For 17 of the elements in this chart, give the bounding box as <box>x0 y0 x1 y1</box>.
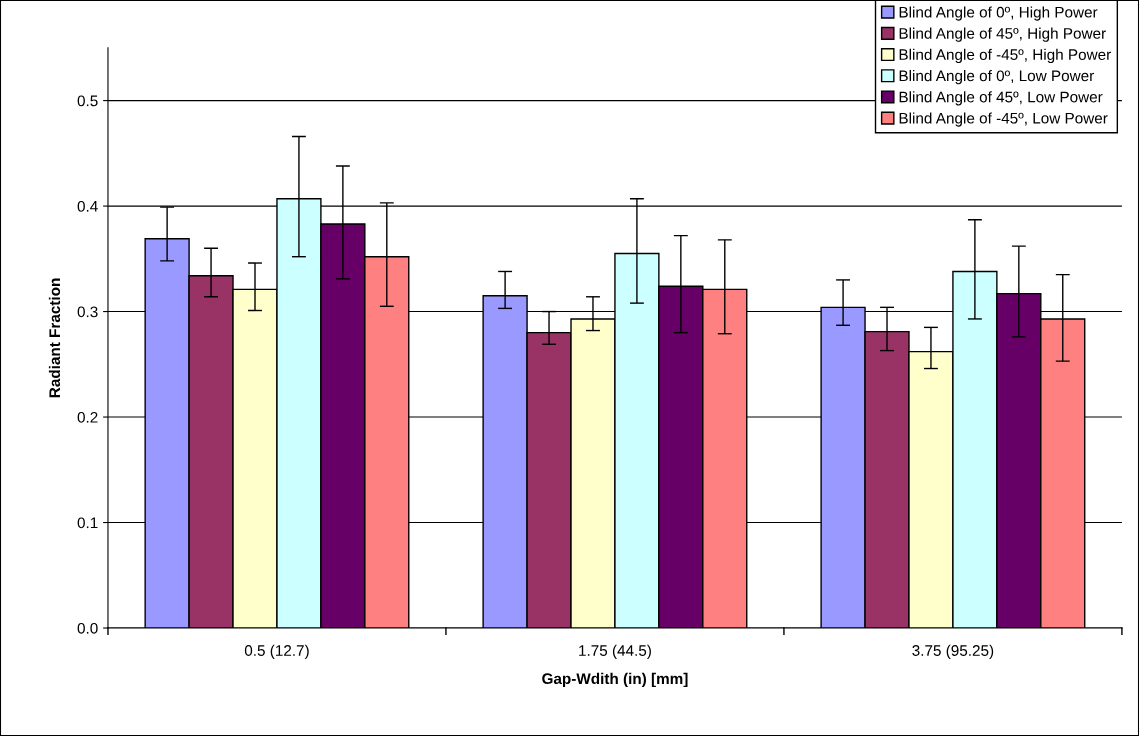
y-tick-label: 0.0 <box>77 622 98 634</box>
y-tick-label: 0.5 <box>77 95 98 107</box>
y-tick-label: 0.3 <box>77 306 98 318</box>
x-tick-label: 1.75 (44.5) <box>579 644 651 659</box>
y-tick-label: 0.2 <box>77 411 98 423</box>
y-tick-label: 0.1 <box>77 517 98 529</box>
legend-label: Blind Angle of 45º, Low Power <box>899 91 1103 106</box>
legend-label: Blind Angle of 0º, High Power <box>899 6 1098 21</box>
legend-label: Blind Angle of -45º, High Power <box>899 48 1111 64</box>
legend-label: Blind Angle of 45º, High Power <box>899 27 1106 42</box>
y-axis-title: Radiant Fraction <box>48 278 61 398</box>
legend-label: Blind Angle of -45º, Low Power <box>899 112 1108 127</box>
legend-label: Blind Angle of 0º, Low Power <box>899 69 1094 85</box>
x-tick-label: 0.5 (12.7) <box>244 644 309 659</box>
x-tick-label: 3.75 (95.25) <box>912 644 994 659</box>
y-tick-label: 0.4 <box>77 200 98 212</box>
x-axis-title: Gap-Wdith (in) [mm] <box>542 672 688 688</box>
